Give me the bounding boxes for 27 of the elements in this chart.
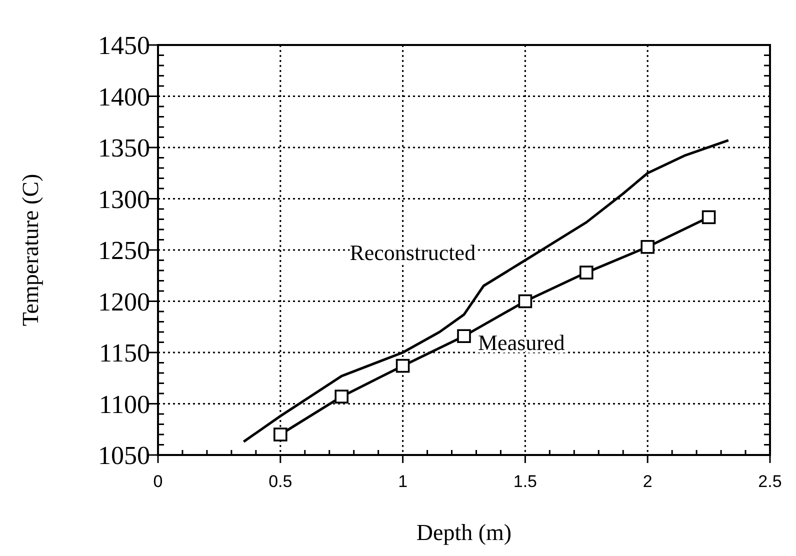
- point: [274, 428, 288, 442]
- x-axis-title: Depth (m): [416, 520, 512, 545]
- point: [518, 294, 532, 308]
- point: [580, 266, 594, 280]
- x-tick-label: 2: [642, 472, 652, 491]
- x-tick-label: 0: [153, 472, 163, 491]
- y-tick-label: 1300: [98, 184, 150, 214]
- y-tick-label: 1150: [98, 338, 150, 368]
- y-tick-label: 1050: [98, 441, 150, 470]
- y-axis-title: Temperature (C): [18, 174, 43, 326]
- y-tick-label: 1350: [98, 134, 150, 162]
- y-tick-label: 1400: [98, 82, 150, 112]
- x-tick-label: 1.5: [513, 472, 538, 491]
- point: [334, 390, 348, 404]
- x-tick-label: 0.5: [268, 472, 292, 491]
- point: [640, 240, 654, 254]
- point: [457, 329, 471, 343]
- y-tick-label: 1450: [98, 31, 150, 60]
- x-tick-label: 2.5: [758, 472, 782, 491]
- series-label: Measured: [478, 330, 565, 356]
- y-tick-label: 1100: [98, 390, 150, 419]
- series-label: Reconstructed: [350, 240, 476, 265]
- x-tick-label: 1: [398, 472, 408, 491]
- y-tick-label: 1250: [98, 236, 150, 265]
- point: [396, 358, 410, 373]
- y-tick-label: 1200: [98, 287, 150, 316]
- point: [702, 210, 716, 224]
